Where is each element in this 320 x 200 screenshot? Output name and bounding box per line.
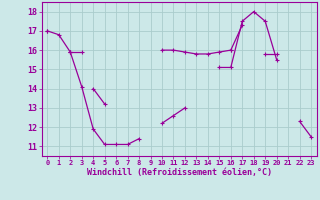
X-axis label: Windchill (Refroidissement éolien,°C): Windchill (Refroidissement éolien,°C)	[87, 168, 272, 177]
